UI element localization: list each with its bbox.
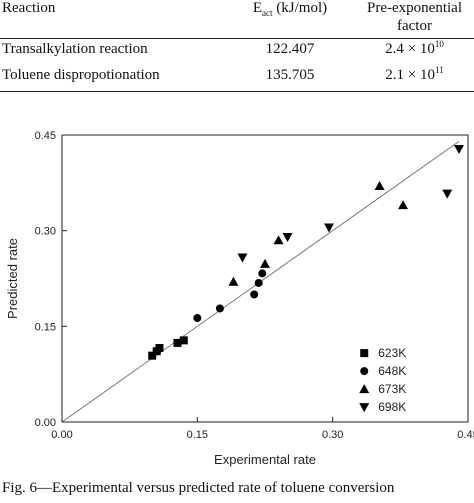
series-673K (228, 181, 409, 286)
data-point-648K (250, 290, 259, 299)
plot-frame (61, 134, 469, 423)
legend-marker-673K (359, 384, 370, 394)
table-bottom-rule (0, 91, 474, 92)
data-point-698K (442, 189, 453, 199)
row-pre-factor-2: 2.1 × 1011 (355, 65, 474, 84)
legend-marker-623K (360, 349, 369, 358)
data-point-648K (258, 269, 267, 278)
figure-caption: Fig. 6—Experimental versus predicted rat… (2, 480, 395, 496)
x-tick-label: 0.30 (322, 429, 343, 441)
row-eact-1: 122.407 (265, 41, 315, 57)
data-point-698K (237, 253, 248, 263)
data-point-698K (453, 145, 464, 155)
y-tick-label: 0.00 (35, 417, 56, 429)
row-pre-factor-1: 2.4 × 1010 (355, 39, 474, 58)
data-point-673K (374, 181, 385, 191)
x-tick-label: 0.45 (457, 429, 474, 441)
legend-label-623K: 623K (378, 346, 406, 360)
legend-marker-648K (360, 367, 369, 376)
header-pre-exponential-line2: factor (397, 18, 432, 34)
row-pre-base-2: 2.1 × 10 (385, 67, 436, 83)
header-activation-energy: Eact (kJ/mol) (240, 0, 340, 18)
row-pre-exp-1: 10 (434, 39, 444, 49)
data-point-698K (324, 223, 335, 233)
data-point-648K (215, 304, 224, 313)
header-rule (0, 38, 474, 39)
data-point-673K (260, 258, 270, 268)
legend-label-673K: 673K (378, 382, 406, 396)
data-point-673K (398, 200, 409, 210)
header-eact-sub: act (262, 8, 273, 18)
legend-marker-698K (359, 403, 370, 413)
legend-label-648K: 648K (378, 364, 406, 378)
x-tick-label: 0.15 (187, 429, 208, 441)
series-698K (237, 145, 464, 263)
series-648K (193, 269, 267, 323)
data-point-648K (193, 314, 202, 323)
data-point-673K (228, 276, 239, 286)
series-623K (148, 336, 188, 360)
row-eact-2: 135.705 (265, 67, 315, 83)
data-point-698K (282, 233, 293, 243)
row-reaction-2: Toluene dispropotionation (2, 67, 160, 83)
data-point-623K (148, 351, 157, 360)
legend-label-698K: 698K (378, 400, 406, 414)
row-reaction-1: Transalkylation reaction (2, 41, 148, 57)
header-reaction: Reaction (2, 0, 56, 16)
y-tick-label: 0.45 (35, 130, 56, 142)
header-pre-exponential-line1: Pre-exponential (367, 0, 462, 16)
y-tick-label: 0.30 (35, 226, 56, 238)
data-point-648K (254, 278, 263, 287)
x-tick-label: 0.00 (51, 429, 72, 441)
kinetic-parameters-table: Reaction Eact (kJ/mol) Pre-exponential f… (0, 0, 474, 100)
data-point-623K (179, 336, 188, 345)
header-eact-main: E (252, 0, 263, 16)
data-point-673K (273, 235, 284, 245)
data-point-623K (155, 344, 164, 353)
x-axis-label: Experimental rate (214, 452, 316, 467)
y-axis-label: Predicted rate (5, 238, 20, 319)
data-point-623K (173, 338, 182, 347)
rate-parity-chart: 0.00 0.15 0.30 0.45 0.00 0.15 0.30 0.45 Experime… (5, 130, 474, 467)
row-pre-base-1: 2.4 × 10 (385, 41, 435, 57)
row-pre-exp-2: 11 (435, 65, 444, 75)
header-eact-unit: (kJ/mol) (272, 0, 328, 16)
y-tick-label: 0.15 (35, 321, 56, 333)
